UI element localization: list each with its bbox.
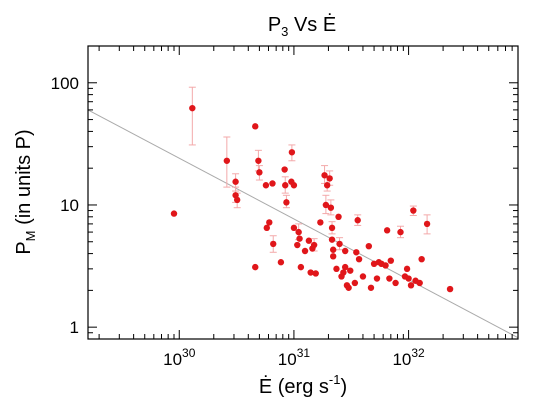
data-point-33	[317, 219, 324, 226]
data-point-53	[351, 279, 359, 287]
x-tick-label-2: 1032	[392, 346, 425, 369]
data-point-14	[270, 240, 277, 248]
y-tick-label-0: 1	[70, 318, 79, 337]
x-axis-label-sup: -1	[329, 372, 341, 387]
data-point-37	[326, 175, 333, 182]
data-point-36	[323, 182, 331, 189]
data-point-73	[407, 282, 415, 289]
data-point-45	[336, 240, 343, 248]
y-tick-label-1: 10	[60, 196, 79, 215]
data-point-5	[233, 196, 241, 204]
data-point-68	[392, 279, 399, 287]
data-point-25	[296, 235, 303, 242]
x-axis-label-main: Ė (erg s	[259, 375, 329, 398]
data-point-26	[297, 263, 305, 271]
data-point-72	[405, 275, 412, 282]
y-axis-label-main: P	[13, 241, 35, 254]
data-point-78	[423, 220, 431, 228]
y-axis-label-rest: (in units P)	[13, 129, 35, 230]
data-point-55	[354, 217, 361, 224]
x-tick-label-1: 1031	[278, 346, 311, 369]
data-point-31	[310, 241, 318, 249]
data-point-47	[340, 269, 347, 276]
data-point-35	[322, 201, 330, 209]
data-point-49	[341, 247, 349, 255]
data-point-6	[252, 123, 259, 130]
data-point-57	[359, 273, 367, 280]
fit-line	[88, 109, 518, 339]
data-point-22	[290, 224, 298, 232]
y-axis-label-sub: M	[23, 230, 38, 241]
data-point-2	[223, 157, 231, 164]
data-point-54	[353, 249, 360, 256]
data-point-79	[446, 285, 454, 293]
data-point-74	[410, 207, 417, 214]
data-point-51	[345, 284, 352, 291]
x-axis-label-rest: )	[340, 376, 347, 398]
data-point-9	[252, 263, 259, 271]
plot-frame	[87, 45, 519, 340]
data-point-48	[341, 263, 349, 271]
data-point-59	[367, 284, 375, 291]
chart-title-main: P	[268, 14, 281, 36]
data-point-27	[301, 247, 309, 255]
data-point-17	[282, 182, 289, 189]
data-point-7	[255, 157, 262, 164]
chart-title: P3 Vs Ė	[268, 13, 336, 39]
data-point-23	[294, 241, 301, 249]
x-tick-label-0: 1030	[163, 346, 196, 369]
data-point-71	[403, 265, 411, 273]
chart-title-sub: 3	[281, 24, 288, 39]
y-tick-label-2: 100	[51, 74, 79, 93]
data-point-77	[418, 255, 425, 263]
data-point-44	[335, 213, 342, 221]
data-point-41	[329, 246, 337, 253]
error-bar-1	[188, 86, 196, 146]
data-point-8	[256, 169, 263, 176]
data-point-58	[365, 242, 373, 250]
data-point-39	[328, 224, 336, 232]
data-point-40	[328, 236, 336, 243]
data-point-34	[321, 172, 328, 179]
data-point-64	[382, 262, 389, 269]
data-point-61	[373, 275, 381, 282]
data-point-13	[269, 180, 276, 187]
data-point-28	[305, 237, 313, 244]
data-point-12	[266, 219, 273, 226]
data-point-67	[387, 257, 395, 264]
data-point-65	[383, 227, 391, 234]
data-point-52	[347, 267, 354, 274]
data-point-10	[262, 182, 270, 189]
data-point-24	[295, 228, 302, 236]
data-point-1	[189, 104, 196, 112]
y-axis-label: PM (in units P)	[13, 129, 38, 254]
data-point-66	[386, 275, 393, 282]
data-point-3	[232, 178, 239, 185]
data-point-11	[263, 224, 270, 232]
data-point-32	[312, 270, 319, 277]
x-axis-label: Ė (erg s-1)	[259, 372, 347, 398]
chart-title-rest: Vs Ė	[288, 13, 336, 36]
data-point-16	[281, 166, 288, 173]
data-point-76	[416, 279, 423, 287]
data-point-42	[329, 253, 337, 260]
data-point-69	[397, 228, 404, 236]
data-point-43	[333, 265, 340, 273]
data-point-0	[170, 210, 178, 217]
data-point-29	[307, 269, 314, 276]
data-point-38	[327, 204, 335, 211]
data-point-21	[290, 182, 298, 189]
data-point-18	[283, 199, 290, 206]
data-point-56	[355, 255, 363, 263]
data-point-19	[288, 149, 296, 156]
data-point-15	[277, 259, 285, 266]
